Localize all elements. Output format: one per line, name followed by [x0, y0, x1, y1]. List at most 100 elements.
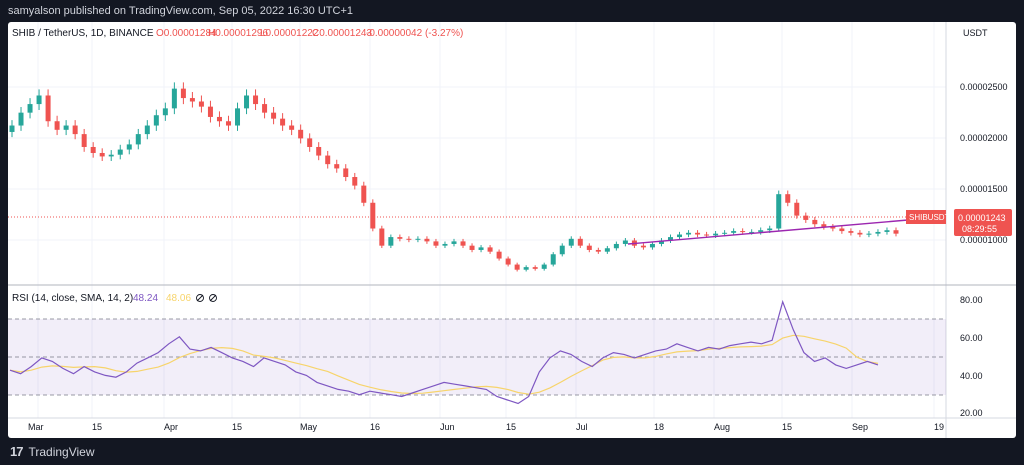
legend-change: -0.00000042 (-3.27%) [366, 28, 463, 39]
candle-body [18, 112, 24, 126]
candle-body [469, 245, 475, 250]
price-tick: 0.00001000 [960, 235, 1008, 245]
candle-body [749, 231, 755, 233]
candle-body [704, 234, 710, 236]
candle-body [415, 238, 421, 240]
trendline[interactable] [627, 219, 909, 245]
candle-body [830, 226, 836, 229]
candle-body [325, 155, 331, 165]
candle-body [361, 185, 367, 203]
candle-body [776, 194, 782, 229]
rsi-tick: 20.00 [960, 408, 983, 418]
candle-body [794, 202, 800, 216]
candle-body [695, 232, 701, 235]
rsi-line [9, 299, 879, 405]
rsi-tick: 80.00 [960, 295, 983, 305]
candle-body [397, 237, 403, 239]
publisher-bar: samyalson published on TradingView.com, … [0, 0, 1024, 22]
candle-body [370, 202, 376, 229]
time-tick: May [300, 422, 318, 432]
candle-body [451, 241, 457, 244]
candle-body [595, 249, 601, 252]
time-tick: 15 [506, 422, 516, 432]
candle-body [207, 106, 213, 117]
tradingview-logo[interactable]: 17 TradingView [10, 444, 95, 459]
time-tick: 15 [232, 422, 242, 432]
candle-body [198, 101, 204, 107]
candle-body [523, 267, 529, 270]
candle-body [857, 232, 863, 235]
candle-body [352, 177, 358, 186]
circle-slash-icon[interactable] [196, 294, 204, 302]
publisher-text: samyalson published on TradingView.com, … [8, 5, 353, 17]
candle-body [216, 116, 222, 122]
candle-body [280, 118, 286, 126]
candle-body [803, 215, 809, 220]
legend-low: L0.00001222 [260, 28, 319, 39]
candle-body [839, 228, 845, 232]
candle-body [108, 154, 114, 157]
candle-body [893, 230, 899, 234]
symbol-tag: SHIBUSDT [909, 213, 950, 222]
price-tick: 0.00002500 [960, 82, 1008, 92]
chart-area[interactable]: SHIB / TetherUS, 1D, BINANCE O0.00001284… [8, 22, 1016, 438]
candle-body [316, 146, 322, 156]
time-tick: 19 [934, 422, 944, 432]
candle-body [9, 125, 15, 132]
candle-body [289, 125, 295, 130]
candle-body [487, 247, 493, 252]
candle-body [758, 230, 764, 232]
candle-body [604, 248, 610, 252]
candle-body [63, 125, 69, 130]
price-pane[interactable] [8, 82, 946, 272]
candle-body [785, 194, 791, 203]
candle-body [740, 231, 746, 233]
candle-body [866, 233, 872, 235]
candle-body [496, 251, 502, 259]
legend-open: O0.00001284 [156, 28, 217, 39]
time-tick: Mar [28, 422, 44, 432]
candle-body [406, 238, 412, 240]
candle-body [433, 241, 439, 246]
candle-body [225, 121, 231, 126]
brand-bar: 17 TradingView [0, 438, 1024, 465]
candle-body [90, 146, 96, 153]
time-tick: 15 [782, 422, 792, 432]
price-axis[interactable]: USDT 0.00002500 0.00002000 0.00001500 0.… [945, 22, 1008, 438]
candle-body [722, 232, 728, 234]
circle-slash-icon[interactable] [209, 294, 217, 302]
candle-body [658, 240, 664, 244]
candle-body [54, 121, 60, 130]
time-tick: Sep [852, 422, 868, 432]
time-axis[interactable]: Mar 15 Apr 15 May 16 Jun 15 Jul 18 Aug 1… [8, 417, 1016, 432]
candle-body [343, 168, 349, 178]
candle-body [649, 243, 655, 248]
legend-symbol: SHIB / TetherUS, 1D, BINANCE [12, 28, 154, 39]
candle-body [613, 243, 619, 249]
candle-body [767, 228, 773, 231]
candle-body [144, 125, 150, 135]
candle-body [541, 264, 547, 269]
candle-body [731, 231, 737, 233]
candle-body [622, 240, 628, 244]
time-tick: Aug [714, 422, 730, 432]
time-tick: Jun [440, 422, 455, 432]
candle-body [640, 245, 646, 248]
candle-body [180, 88, 186, 99]
candle-body [189, 98, 195, 102]
candle-body [568, 238, 574, 246]
rsi-tick: 40.00 [960, 371, 983, 381]
candle-body [505, 258, 511, 265]
rsi-pane[interactable]: RSI (14, close, SMA, 14, 2) 48.24 48.06 … [8, 293, 983, 418]
candle-body [235, 108, 241, 126]
candle-body [577, 238, 583, 246]
chart-svg[interactable]: SHIB / TetherUS, 1D, BINANCE O0.00001284… [8, 22, 1016, 438]
tradingview-logo-icon: 17 [10, 444, 24, 459]
candles [9, 82, 899, 272]
time-tick: 18 [654, 422, 664, 432]
time-tick: Apr [164, 422, 178, 432]
candle-body [379, 228, 385, 246]
candle-body [388, 237, 394, 246]
candle-body [667, 237, 673, 241]
